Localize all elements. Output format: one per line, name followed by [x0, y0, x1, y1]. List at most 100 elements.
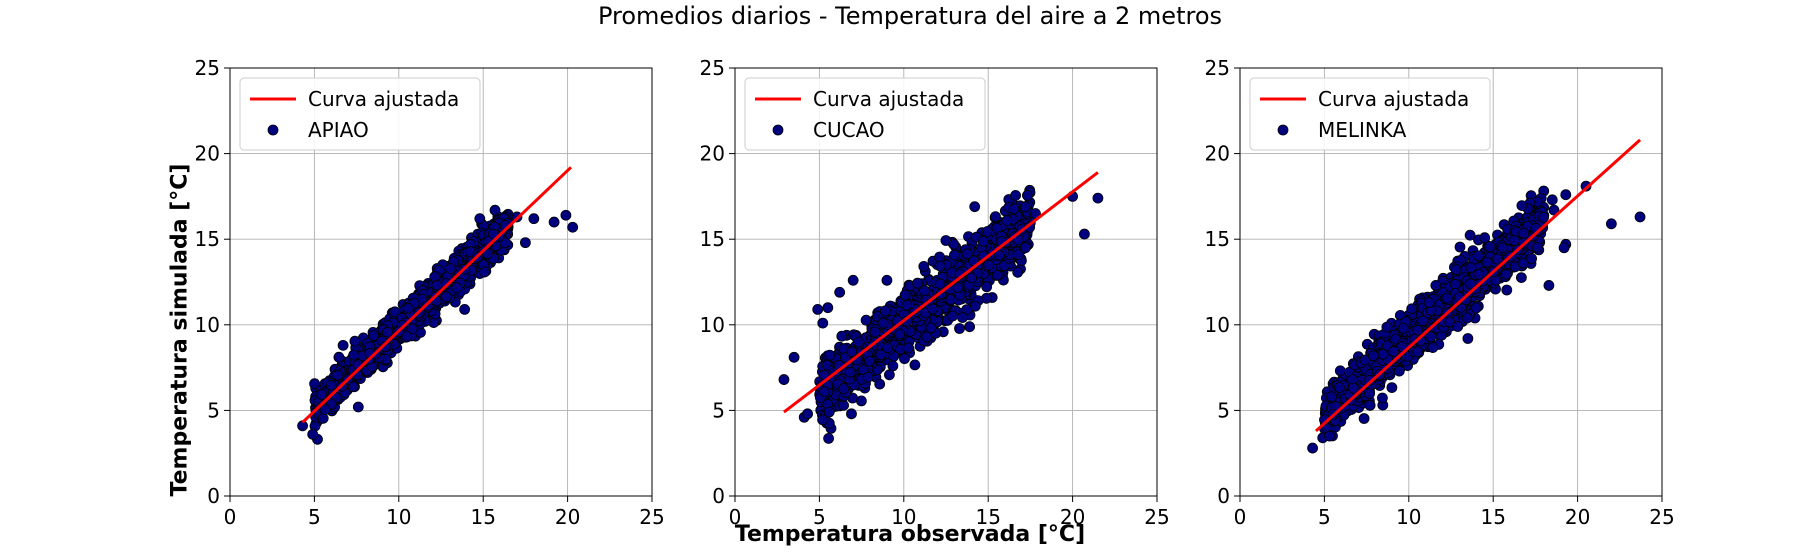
data-point	[919, 285, 930, 297]
legend-fit-label: Curva ajustada	[1318, 87, 1469, 111]
x-tick-label: 25	[1144, 505, 1169, 529]
data-point	[909, 359, 921, 371]
legend-station-label: MELINKA	[1318, 118, 1407, 142]
data-point	[1388, 345, 1400, 357]
data-point	[860, 314, 872, 326]
data-point	[921, 331, 933, 343]
data-point	[1381, 321, 1393, 333]
data-point	[337, 339, 349, 351]
data-point	[1430, 280, 1442, 291]
axes-frame	[1239, 67, 1663, 497]
data-point	[347, 381, 359, 393]
x-tick-label: 25	[1649, 505, 1674, 529]
data-point	[1470, 302, 1482, 314]
y-tick-label: 15	[195, 227, 220, 251]
data-point	[925, 322, 937, 334]
y-tick-label: 10	[700, 313, 725, 337]
data-point	[1580, 180, 1592, 192]
data-point	[1079, 228, 1090, 240]
data-point	[402, 302, 414, 314]
legend-points-swatch	[267, 124, 279, 136]
data-point	[1425, 331, 1437, 343]
fit-line	[301, 166, 573, 424]
legend-station-label: APIAO	[308, 118, 369, 142]
data-point	[875, 349, 887, 361]
data-point	[1013, 249, 1024, 261]
data-point	[853, 336, 864, 348]
data-point	[991, 269, 1003, 281]
data-point	[869, 326, 881, 338]
data-point	[846, 346, 858, 358]
data-point	[1307, 442, 1318, 454]
data-point	[822, 302, 834, 314]
data-point	[307, 428, 319, 440]
data-point	[445, 263, 456, 275]
data-point	[1423, 297, 1435, 308]
data-point	[1516, 200, 1528, 212]
legend-points-swatch	[1277, 124, 1289, 136]
data-point	[1334, 382, 1345, 393]
x-tick-label: 0	[224, 505, 237, 529]
data-point	[817, 317, 829, 329]
legend-box	[1249, 77, 1491, 151]
data-point	[1412, 346, 1423, 358]
data-point	[899, 289, 911, 301]
subplot-cucao: 0 5 10 15 20 25 0 5 10 15 20 25 Curva ajustada CUCAO	[700, 56, 1170, 529]
data-point	[1367, 350, 1379, 362]
data-point	[1450, 264, 1462, 275]
data-point	[1012, 266, 1024, 278]
y-tick-label: 25	[700, 56, 725, 80]
data-point	[957, 312, 968, 323]
x-tick-label: 25	[639, 505, 664, 529]
x-tick-label: 15	[975, 505, 1000, 529]
data-point	[788, 351, 800, 363]
data-point	[1461, 312, 1473, 324]
data-point	[1558, 242, 1570, 254]
data-point	[1464, 229, 1476, 241]
data-point	[1473, 250, 1484, 262]
x-tick-label: 20	[1060, 505, 1085, 529]
data-point	[382, 326, 393, 338]
data-point	[894, 328, 906, 340]
data-point	[1019, 242, 1031, 254]
data-point	[881, 274, 893, 286]
data-point	[874, 378, 886, 390]
data-point	[464, 246, 476, 258]
y-tick-label: 15	[1205, 227, 1230, 251]
data-point	[990, 211, 1001, 223]
data-point	[431, 279, 443, 291]
x-tick-label: 10	[1396, 505, 1421, 529]
data-point	[934, 278, 946, 290]
data-point	[459, 303, 471, 315]
data-point	[1364, 388, 1375, 399]
data-point	[778, 374, 790, 385]
data-point	[1334, 365, 1346, 377]
data-point	[1454, 241, 1466, 253]
axes-frame	[229, 67, 653, 497]
data-point	[567, 221, 579, 233]
data-point	[824, 349, 836, 361]
data-point	[949, 249, 960, 261]
data-point	[520, 237, 531, 249]
data-point	[862, 371, 874, 383]
data-point	[1548, 204, 1560, 216]
data-point	[1473, 268, 1485, 280]
legend-points-swatch	[772, 124, 784, 136]
data-point	[1449, 278, 1461, 290]
data-point	[817, 414, 828, 426]
data-point	[981, 281, 993, 293]
data-point	[528, 213, 540, 225]
data-point	[978, 235, 989, 247]
data-point	[899, 353, 910, 365]
y-tick-label: 20	[195, 142, 220, 166]
data-point	[993, 249, 1005, 261]
data-point	[1377, 392, 1388, 404]
data-point	[1560, 189, 1572, 201]
data-point	[1326, 391, 1337, 403]
legend-box	[744, 77, 986, 151]
data-point	[964, 321, 975, 333]
y-tick-label: 20	[700, 142, 725, 166]
data-point	[823, 432, 834, 444]
x-tick-label: 10	[891, 505, 916, 529]
